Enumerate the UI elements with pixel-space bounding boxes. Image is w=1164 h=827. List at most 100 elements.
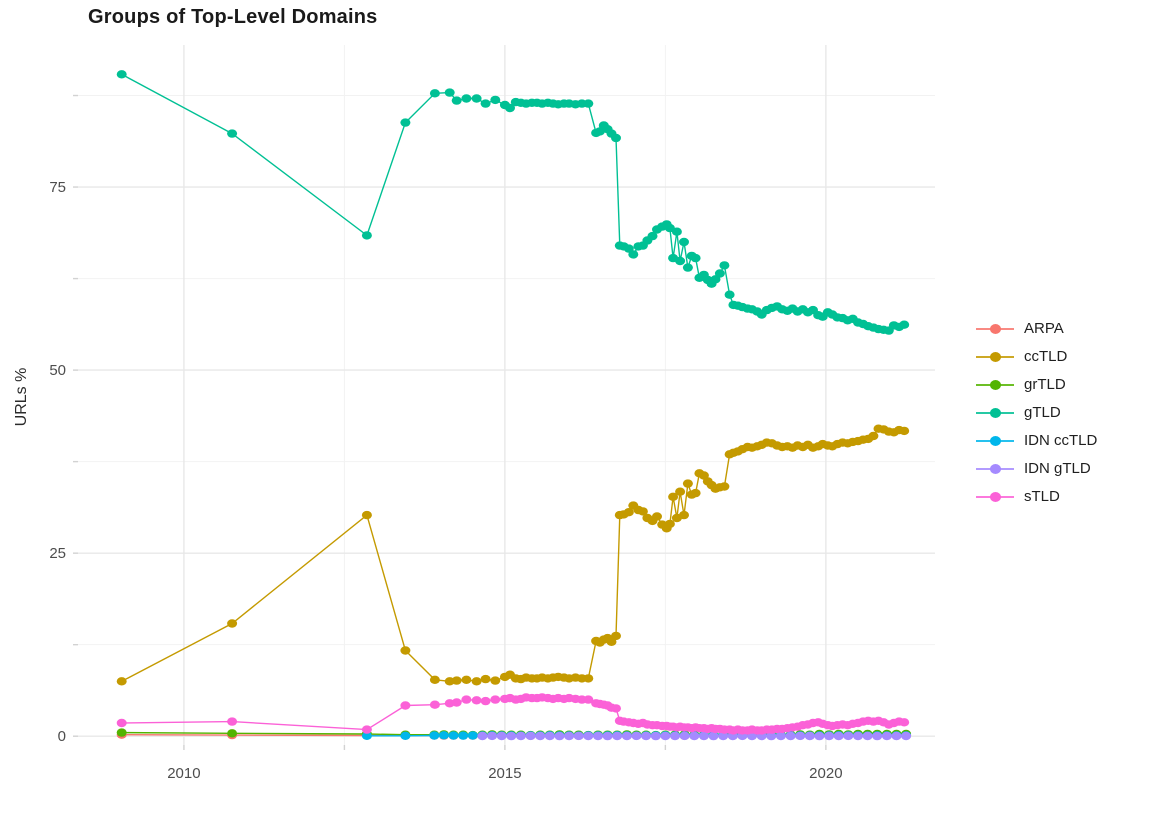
legend-key-icon (976, 490, 1014, 504)
legend-key-icon (976, 378, 1014, 392)
data-point-gtld (583, 99, 594, 108)
data-point-cctld (461, 675, 472, 684)
data-point-idn-cctld (429, 731, 440, 740)
data-point-cctld (664, 519, 675, 529)
y-tick-label: 25 (49, 545, 66, 562)
data-point-cctld (690, 488, 701, 498)
data-point-idn-gtld (564, 731, 575, 741)
legend-item-arpa: ARPA (976, 318, 1097, 339)
legend-key-icon (976, 322, 1014, 336)
data-point-idn-gtld (795, 731, 806, 741)
data-point-idn-cctld (361, 731, 372, 740)
legend-label: IDN ccTLD (1024, 432, 1098, 449)
data-point-idn-gtld (573, 731, 584, 741)
data-point-cctld (637, 507, 648, 516)
series-idn-gtld-points (477, 731, 912, 741)
data-point-gtld (429, 89, 440, 98)
data-point-cctld (227, 619, 238, 628)
data-point-stld (899, 718, 910, 727)
data-point-idn-gtld (853, 731, 863, 741)
data-point-stld (451, 698, 462, 707)
data-point-gtld (714, 269, 725, 278)
data-point-idn-gtld (544, 731, 555, 741)
data-point-idn-cctld (400, 731, 411, 740)
data-point-gtld (444, 88, 455, 97)
data-point-idn-gtld (670, 731, 680, 741)
legend-label: ccTLD (1024, 348, 1068, 365)
y-tick-label: 0 (58, 728, 66, 745)
y-tick-label: 75 (49, 179, 66, 196)
series-stld-points (116, 693, 910, 735)
data-point-stld (583, 695, 594, 704)
data-point-idn-gtld (515, 731, 526, 741)
legend-key-dot (990, 407, 1001, 418)
data-point-cctld (583, 674, 594, 683)
data-point-gtld (400, 118, 411, 127)
data-point-idn-cctld (467, 731, 478, 740)
data-point-cctld (429, 675, 440, 684)
data-point-gtld (490, 95, 501, 105)
legend-key-icon (976, 350, 1014, 364)
data-point-stld (611, 704, 621, 713)
series-gtld-line (121, 73, 905, 332)
data-point-stld (227, 717, 238, 726)
data-point-cctld (361, 510, 372, 520)
legend-key-dot (990, 323, 1001, 334)
data-point-idn-gtld (641, 731, 652, 741)
data-point-gtld (471, 94, 482, 103)
data-point-idn-gtld (660, 731, 671, 741)
data-point-idn-gtld (583, 731, 594, 741)
data-point-cctld (451, 676, 462, 685)
data-point-idn-gtld (814, 731, 825, 741)
chart-title: Groups of Top-Level Domains (88, 6, 378, 28)
y-tick-label: 50 (49, 362, 66, 379)
data-point-cctld (652, 512, 662, 521)
legend-item-idn-cctld: IDN ccTLD (976, 430, 1097, 451)
data-point-idn-gtld (862, 731, 873, 741)
data-point-gtld (899, 320, 910, 329)
data-point-gtld (451, 96, 462, 105)
data-point-idn-gtld (593, 731, 603, 741)
data-point-stld (400, 701, 411, 710)
data-point-idn-gtld (602, 731, 613, 741)
data-point-gtld (628, 250, 639, 259)
data-point-cctld (623, 508, 634, 517)
data-point-stld (361, 725, 372, 734)
data-point-idn-gtld (535, 731, 546, 741)
data-point-gtld (361, 231, 372, 240)
data-point-cctld (490, 676, 501, 685)
data-point-gtld (461, 94, 472, 103)
data-point-idn-gtld (833, 731, 844, 741)
legend-key-dot (990, 435, 1001, 446)
data-point-idn-gtld (698, 731, 709, 741)
data-point-stld (116, 718, 127, 728)
legend-item-grtld: grTLD (976, 374, 1097, 395)
legend-key-icon (976, 406, 1014, 420)
legend-item-stld: sTLD (976, 486, 1097, 507)
data-point-idn-cctld (448, 731, 459, 740)
legend-key-icon (976, 434, 1014, 448)
data-point-gtld (505, 103, 515, 113)
data-point-idn-gtld (679, 731, 690, 741)
data-point-idn-gtld (487, 731, 498, 741)
data-point-cctld (471, 677, 482, 686)
data-point-stld (480, 696, 491, 706)
data-point-gtld (679, 237, 689, 247)
legend-key-dot (990, 351, 1001, 362)
data-point-gtld (690, 253, 701, 263)
data-point-idn-gtld (775, 731, 786, 741)
data-point-idn-gtld (708, 731, 719, 741)
x-tick-label: 2020 (809, 765, 842, 782)
data-point-idn-gtld (631, 731, 642, 741)
data-point-gtld (647, 231, 658, 241)
data-point-idn-gtld (477, 731, 488, 741)
data-point-idn-gtld (804, 731, 815, 741)
data-point-grtld (116, 728, 127, 737)
data-point-idn-gtld (843, 731, 854, 741)
data-point-idn-cctld (458, 731, 469, 740)
data-point-idn-gtld (891, 731, 902, 741)
data-point-idn-gtld (872, 731, 883, 741)
legend-label: ARPA (1024, 320, 1064, 337)
data-point-cctld (668, 492, 679, 501)
